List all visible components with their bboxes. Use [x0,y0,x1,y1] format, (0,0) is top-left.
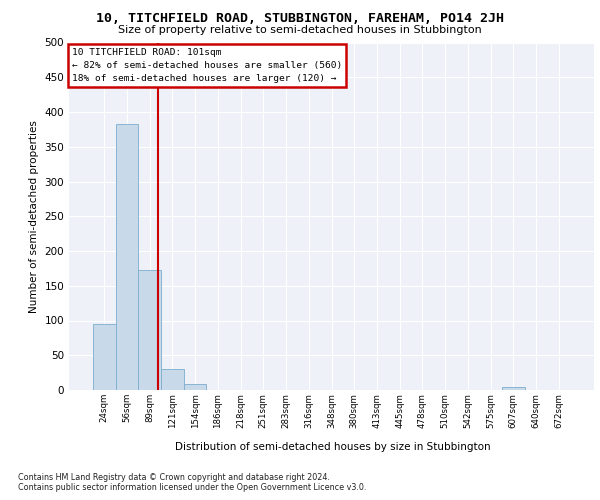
Bar [161,369,184,390]
Text: 10, TITCHFIELD ROAD, STUBBINGTON, FAREHAM, PO14 2JH: 10, TITCHFIELD ROAD, STUBBINGTON, FAREHA… [96,12,504,26]
Bar [502,386,524,390]
Text: 10 TITCHFIELD ROAD: 101sqm
← 82% of semi-detached houses are smaller (560)
18% o: 10 TITCHFIELD ROAD: 101sqm ← 82% of semi… [71,48,342,83]
Y-axis label: Number of semi-detached properties: Number of semi-detached properties [29,120,39,312]
Text: Distribution of semi-detached houses by size in Stubbington: Distribution of semi-detached houses by … [175,442,491,452]
Text: Contains HM Land Registry data © Crown copyright and database right 2024.: Contains HM Land Registry data © Crown c… [18,472,330,482]
Bar [139,270,161,390]
Bar [116,124,139,390]
Text: Size of property relative to semi-detached houses in Stubbington: Size of property relative to semi-detach… [118,25,482,35]
Text: Contains public sector information licensed under the Open Government Licence v3: Contains public sector information licen… [18,482,367,492]
Bar [93,324,116,390]
Bar [184,384,206,390]
